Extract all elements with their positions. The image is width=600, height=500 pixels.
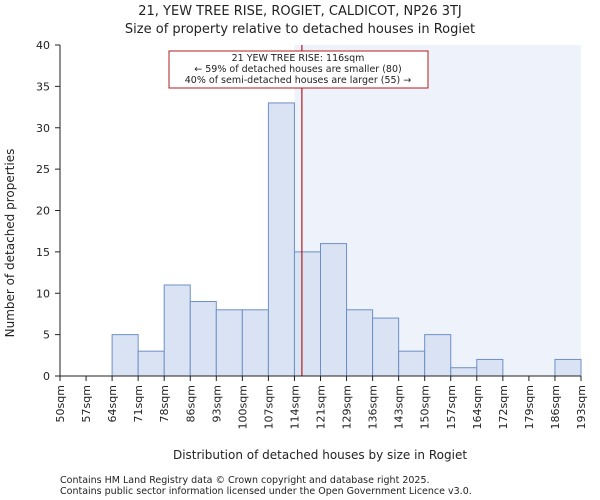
y-tick-label-0: 0 xyxy=(43,370,50,383)
x-tick-label-57sqm: 57sqm xyxy=(80,385,93,422)
y-tick-label-25: 25 xyxy=(36,163,50,176)
annotation-line-3: 40% of semi-detached houses are larger (… xyxy=(185,75,412,86)
y-tick-label-35: 35 xyxy=(36,80,50,93)
x-tick-label-193sqm: 193sqm xyxy=(575,385,588,429)
chart-title: 21, YEW TREE RISE, ROGIET, CALDICOT, NP2… xyxy=(138,4,462,19)
x-tick-label-164sqm: 164sqm xyxy=(471,385,484,429)
bar-64sqm xyxy=(111,334,139,377)
bar-86sqm xyxy=(189,301,217,377)
y-tick-label-5: 5 xyxy=(43,329,50,342)
x-tick-label-107sqm: 107sqm xyxy=(262,385,275,429)
x-tick-label-64sqm: 64sqm xyxy=(106,385,119,422)
x-tick-label-100sqm: 100sqm xyxy=(236,385,249,429)
y-tick-label-15: 15 xyxy=(36,246,50,259)
x-tick-label-172sqm: 172sqm xyxy=(497,385,510,429)
bar-107sqm xyxy=(267,102,295,377)
x-tick-label-86sqm: 86sqm xyxy=(184,385,197,422)
x-tick-label-129sqm: 129sqm xyxy=(341,385,354,429)
bar-164sqm xyxy=(476,358,504,377)
bar-100sqm xyxy=(241,309,269,377)
bar-78sqm xyxy=(163,284,191,377)
x-tick-label-143sqm: 143sqm xyxy=(393,385,406,429)
x-tick-label-150sqm: 150sqm xyxy=(419,385,432,429)
x-tick-label-179sqm: 179sqm xyxy=(523,385,536,429)
footer-line-2: Contains public sector information licen… xyxy=(60,486,472,497)
bar-121sqm xyxy=(320,243,348,377)
x-tick-label-78sqm: 78sqm xyxy=(158,385,171,422)
y-tick-label-10: 10 xyxy=(36,287,50,300)
x-tick-label-71sqm: 71sqm xyxy=(132,385,145,422)
annotation-box: 21 YEW TREE RISE: 116sqm ← 59% of detach… xyxy=(168,50,429,89)
bar-129sqm xyxy=(346,309,374,377)
x-tick-label-136sqm: 136sqm xyxy=(367,385,380,429)
bar-114sqm xyxy=(293,251,322,377)
chart-subtitle: Size of property relative to detached ho… xyxy=(125,22,475,37)
x-ticks: 50sqm 57sqm 64sqm 71sqm 78sqm 86sqm 93sqm 100sq… xyxy=(54,376,588,429)
annotation-line-2: ← 59% of detached houses are smaller (80… xyxy=(194,64,401,75)
y-tick-label-30: 30 xyxy=(36,122,50,135)
annotation-frame xyxy=(168,50,429,89)
bar-143sqm xyxy=(398,350,426,377)
x-tick-label-157sqm: 157sqm xyxy=(445,385,458,429)
x-tick-label-93sqm: 93sqm xyxy=(210,385,223,422)
bar-157sqm xyxy=(450,367,478,377)
y-tick-label-40: 40 xyxy=(36,39,50,52)
x-axis-label: Distribution of detached houses by size … xyxy=(173,448,467,462)
y-tick-label-20: 20 xyxy=(36,205,50,218)
annotation-line-1: 21 YEW TREE RISE: 116sqm xyxy=(232,53,365,64)
footer-line-1: Contains HM Land Registry data © Crown c… xyxy=(60,475,430,486)
x-tick-label-50sqm: 50sqm xyxy=(54,385,67,422)
bar-150sqm xyxy=(424,334,452,377)
bar-93sqm xyxy=(215,309,243,377)
y-ticks: 0 5 10 15 20 25 30 35 40 xyxy=(36,39,60,383)
bar-136sqm xyxy=(372,317,400,377)
x-tick-label-121sqm: 121sqm xyxy=(315,385,328,429)
y-axis-label: Number of detached properties xyxy=(3,149,17,338)
x-tick-label-186sqm: 186sqm xyxy=(549,385,562,429)
bar-71sqm xyxy=(137,350,165,377)
x-tick-label-114sqm: 114sqm xyxy=(288,385,301,429)
bars-group xyxy=(111,102,582,377)
bar-186sqm xyxy=(554,358,582,377)
